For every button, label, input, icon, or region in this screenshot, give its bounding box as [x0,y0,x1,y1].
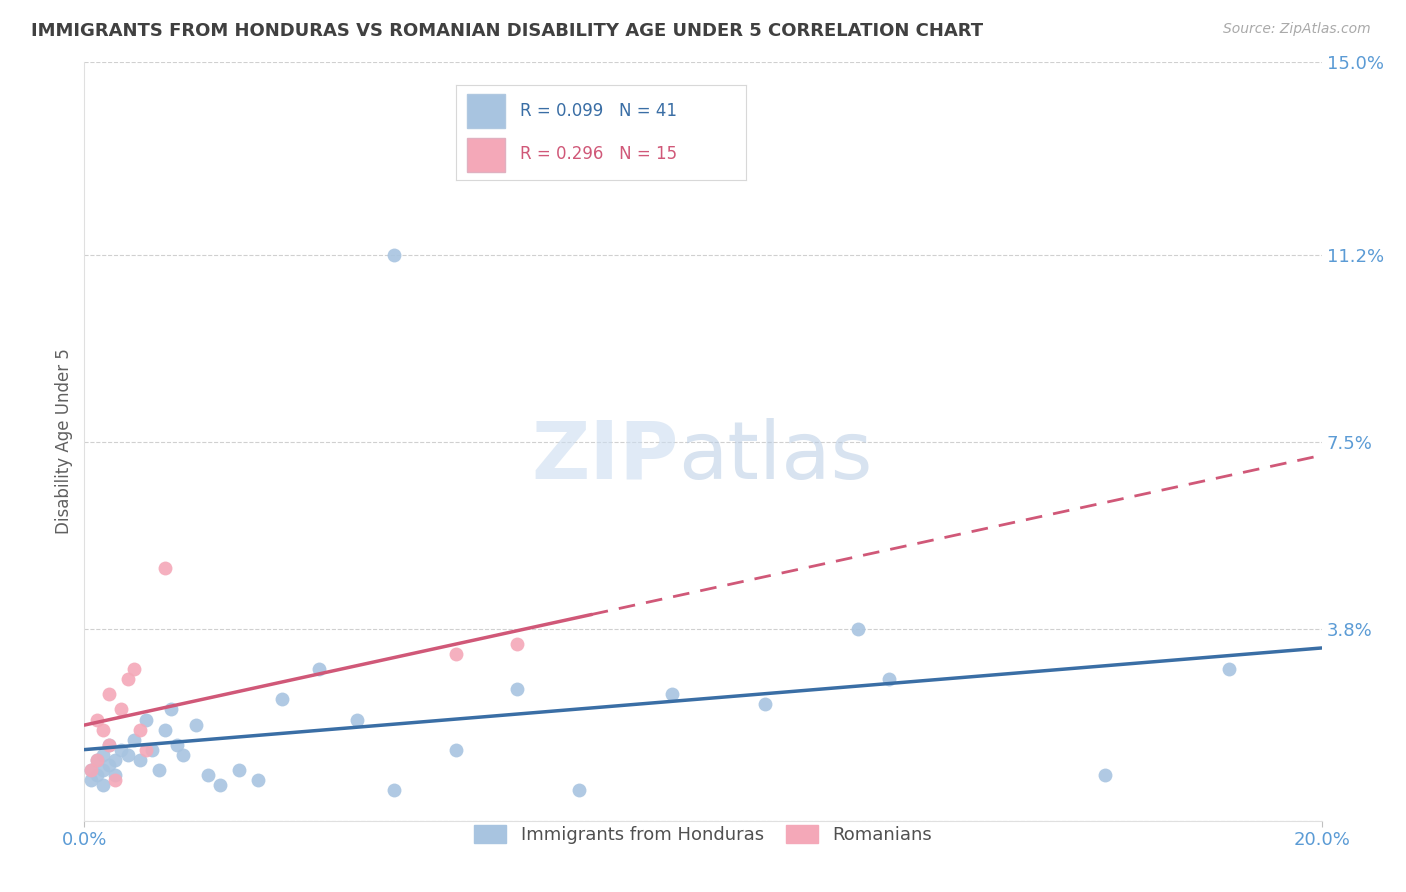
Point [228,763,250,777]
Point [86,713,108,727]
Point [444,647,467,661]
Point [754,698,776,712]
Point [129,723,152,737]
Point [104,768,127,782]
Point [346,713,368,727]
Point [104,773,127,788]
Point [91,763,114,777]
Point [506,682,529,697]
Point [104,753,127,767]
Point [86,768,108,782]
Point [98,687,121,701]
Text: ZIP: ZIP [531,417,678,496]
Point [122,662,145,676]
Point [129,753,152,767]
Text: Source: ZipAtlas.com: Source: ZipAtlas.com [1223,22,1371,37]
Point [98,738,121,752]
Point [246,773,269,788]
Point [122,732,145,747]
Point [79,773,101,788]
Point [160,702,183,716]
Point [1218,662,1240,676]
Text: IMMIGRANTS FROM HONDURAS VS ROMANIAN DISABILITY AGE UNDER 5 CORRELATION CHART: IMMIGRANTS FROM HONDURAS VS ROMANIAN DIS… [31,22,983,40]
Point [166,738,188,752]
Point [184,717,207,731]
Point [91,747,114,762]
Point [117,747,139,762]
Text: atlas: atlas [678,417,873,496]
Point [1094,768,1116,782]
Point [98,738,121,752]
Point [209,778,232,792]
Point [79,763,101,777]
Point [661,687,683,701]
Point [98,758,121,772]
Point [877,672,900,686]
Y-axis label: Disability Age Under 5: Disability Age Under 5 [55,349,73,534]
Point [444,743,467,757]
Point [79,763,101,777]
Point [86,753,108,767]
Point [91,778,114,792]
Point [148,763,170,777]
Point [135,713,157,727]
Point [382,783,405,797]
Point [153,723,176,737]
Point [135,743,157,757]
Point [568,783,591,797]
Point [308,662,330,676]
Point [271,692,294,706]
Point [110,743,132,757]
Legend: Immigrants from Honduras, Romanians: Immigrants from Honduras, Romanians [465,816,941,854]
Point [117,672,139,686]
Point [846,622,869,636]
Point [382,247,405,261]
Point [141,743,163,757]
Point [197,768,219,782]
Point [153,561,176,575]
Point [86,753,108,767]
Point [110,702,132,716]
Point [172,747,194,762]
Point [91,723,114,737]
Point [506,637,529,651]
